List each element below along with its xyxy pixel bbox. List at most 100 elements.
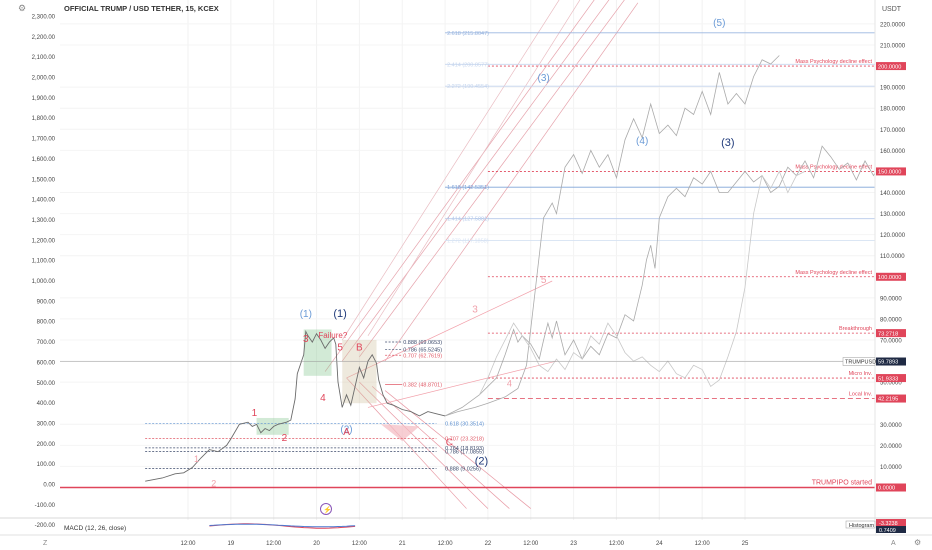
- fib-label-12: 0.764 (18.8193): [445, 446, 484, 452]
- fib-label-14: 0.888 (9.0256): [445, 466, 481, 472]
- right-tick-label-5: 160.0000: [880, 149, 906, 155]
- wave-label-19: 1: [194, 454, 199, 464]
- wave-label-10: 1: [252, 408, 258, 419]
- time-tick-label-12: 12:00: [695, 541, 711, 547]
- wave-label-13: 4: [320, 393, 326, 404]
- right-tick-label-10: 90.0000: [880, 296, 902, 302]
- left-tick-label-15: 800.00: [37, 320, 56, 326]
- fan-line-4: [341, 0, 560, 341]
- timezone-icon[interactable]: Z: [43, 540, 48, 547]
- left-tick-label-0: 2,300.00: [32, 15, 56, 21]
- left-tick-label-5: 1,800.00: [32, 116, 56, 122]
- level-label-0: Mass Psychology decline effect: [795, 59, 872, 65]
- auto-scale-button[interactable]: A: [891, 540, 896, 547]
- right-tick-label-14: 50.0000: [880, 381, 902, 387]
- series-line-3: [479, 170, 806, 395]
- time-tick-label-5: 21: [399, 541, 406, 547]
- fib-label-3: 1.618 (142.5351): [447, 185, 489, 191]
- level-label-2: Mass Psychology decline effect: [795, 270, 872, 276]
- level-label-4: Micro Inv.: [849, 371, 873, 377]
- left-tick-label-24: -100.00: [35, 503, 56, 509]
- last-price-tag: [876, 357, 906, 366]
- zone-boxes: [256, 329, 377, 435]
- level-tag-1: [876, 167, 906, 176]
- macd-pane: MACD (12, 26, close) Histogram -3.3238 0…: [0, 503, 932, 535]
- left-tick-label-25: -200.00: [35, 523, 56, 529]
- macd-value-tag: [876, 526, 906, 533]
- level-tag-text-1: 150.0000: [878, 170, 901, 176]
- level-tag-4: [876, 374, 906, 383]
- right-tick-label-7: 130.0000: [880, 212, 906, 218]
- left-tick-label-11: 1,200.00: [32, 238, 56, 244]
- level-tag-text-6: 0.0000: [878, 486, 895, 492]
- price-series: [60, 55, 875, 482]
- wave-label-9: (2): [475, 455, 488, 467]
- level-tag-6: [876, 483, 906, 492]
- right-tick-label-9: 110.0000: [880, 254, 905, 260]
- level-tag-text-2: 100.0000: [878, 275, 901, 281]
- left-tick-label-18: 500.00: [37, 381, 56, 387]
- right-tick-label-12: 70.0000: [880, 339, 902, 345]
- left-tick-label-20: 300.00: [37, 421, 56, 427]
- level-tag-3: [876, 329, 906, 338]
- wave-label-15: A: [343, 427, 350, 438]
- gear-icon[interactable]: ⚙: [18, 3, 26, 13]
- level-tag-text-5: 42.2195: [878, 397, 898, 403]
- left-tick-label-2: 2,100.00: [32, 55, 56, 61]
- fib-label-10: 0.618 (30.3514): [445, 422, 484, 428]
- level-label-5: Local Inv.: [849, 392, 873, 398]
- series-line-1: [444, 55, 780, 417]
- fib-label-2: 2.272 (190.4554): [447, 84, 489, 90]
- settings-icon[interactable]: ⚙: [914, 538, 921, 547]
- fan-line-1: [341, 0, 610, 362]
- wave-label-22: 4: [507, 378, 512, 388]
- fan-down-line-3: [384, 390, 531, 509]
- time-axis[interactable]: 12:00 19 12:00 20 12:00 21 12:00 22 12:00 23 12:00…: [0, 534, 932, 547]
- right-tick-label-1: 210.0000: [880, 44, 906, 50]
- horizontal-levels: Mass Psychology decline effect Mass Psych…: [60, 59, 875, 489]
- left-tick-label-8: 1,500.00: [32, 177, 56, 183]
- left-tick-label-7: 1,600.00: [32, 157, 56, 163]
- time-tick-label-11: 24: [656, 541, 663, 547]
- wave-label-18: Failure?: [318, 331, 347, 340]
- plot-area: Mass Psychology decline effect Mass Psych…: [60, 0, 875, 509]
- chart-title: OFFICIAL TRUMP / USD TETHER, 15, KCEX: [64, 4, 219, 13]
- macd-signal-line: [209, 523, 356, 528]
- time-tick-label-8: 12:00: [523, 541, 539, 547]
- left-tick-label-10: 1,300.00: [32, 218, 56, 224]
- level-tag-2: [876, 272, 906, 281]
- right-tick-label-2: 190.0000: [880, 86, 906, 92]
- histogram-tag: Histogram: [849, 523, 874, 529]
- zone-box-2: [342, 340, 377, 404]
- wave-label-1: (5): [713, 18, 725, 29]
- symbol-tag-text: TRUMPUSDT: [845, 360, 880, 366]
- fib-label-7: 0.786 (65.5245): [403, 347, 442, 353]
- macd-label[interactable]: MACD (12, 26, close): [64, 525, 126, 532]
- time-tick-label-10: 12:00: [609, 541, 625, 547]
- wave-label-17: C: [446, 437, 453, 448]
- trend-fans: [324, 0, 639, 509]
- left-tick-label-4: 1,900.00: [32, 96, 56, 102]
- left-tick-label-22: 100.00: [37, 462, 56, 468]
- time-tick-label-7: 22: [485, 541, 492, 547]
- lightning-glyph: ⚡: [323, 505, 332, 514]
- triangle-zone: [380, 424, 420, 442]
- fib-label-9: 0.382 (48.8701): [403, 383, 442, 389]
- time-tick-label-0: 12:00: [180, 541, 196, 547]
- symbol-tag: [842, 357, 876, 366]
- left-price-axis[interactable]: 2,300.00 2,200.00 2,100.00 2,000.00 1,900.00…: [32, 15, 56, 530]
- lightning-icon[interactable]: [320, 503, 332, 515]
- left-tick-label-17: 600.00: [37, 360, 56, 366]
- level-label-6: TRUMPIPO started: [812, 480, 872, 487]
- left-tick-label-14: 900.00: [37, 299, 56, 305]
- fib-label-4: 1.414 (127.5881): [447, 217, 489, 223]
- time-tick-label-2: 12:00: [266, 541, 282, 547]
- level-tag-5: [876, 394, 906, 403]
- wave-label-3: (3): [721, 137, 734, 149]
- wave-label-8: (2): [340, 425, 352, 436]
- right-tick-label-3: 180.0000: [880, 107, 906, 113]
- fan-line-3: [384, 2, 639, 362]
- zone-box-0: [256, 417, 289, 435]
- macd-price-tag-text: -3.3238: [879, 521, 898, 527]
